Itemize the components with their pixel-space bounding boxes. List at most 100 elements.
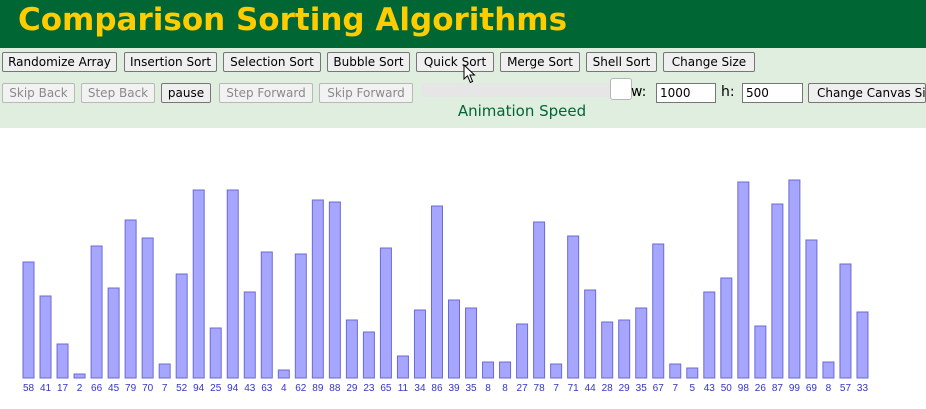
bar xyxy=(788,179,801,379)
bar xyxy=(22,261,35,379)
bar-value-label: 57 xyxy=(840,383,852,394)
bar-value-label: 70 xyxy=(142,383,154,394)
bar-value-label: 63 xyxy=(261,383,273,394)
bar-value-label: 5 xyxy=(689,383,695,394)
bar xyxy=(209,327,222,379)
bar xyxy=(839,263,852,379)
bar-value-label: 50 xyxy=(721,383,733,394)
bar-value-label: 58 xyxy=(23,383,35,394)
bar-value-label: 8 xyxy=(485,383,491,394)
bar-value-label: 66 xyxy=(91,383,103,394)
bar-value-label: 88 xyxy=(329,383,341,394)
merge-sort-button[interactable]: Merge Sort xyxy=(500,52,580,72)
bar-value-label: 89 xyxy=(312,383,324,394)
bar xyxy=(601,321,614,379)
bar xyxy=(448,299,460,379)
bar-value-label: 8 xyxy=(826,383,832,394)
bar-value-label: 7 xyxy=(553,383,559,394)
bar-value-label: 98 xyxy=(738,383,750,394)
bar-value-label: 34 xyxy=(414,383,426,394)
bar xyxy=(56,343,69,379)
canvas-width-input[interactable] xyxy=(656,83,716,103)
bar-value-label: 52 xyxy=(176,383,188,394)
bar xyxy=(703,291,716,379)
bar xyxy=(516,323,529,379)
bar xyxy=(720,277,733,379)
bar-value-label: 67 xyxy=(653,383,665,394)
bar-value-label: 94 xyxy=(193,383,205,394)
bar xyxy=(550,363,563,379)
bar xyxy=(175,273,188,379)
bar xyxy=(124,219,137,379)
bar-value-label: 17 xyxy=(57,383,69,394)
bar xyxy=(379,247,392,379)
bar-value-label: 27 xyxy=(517,383,529,394)
bar xyxy=(362,331,375,379)
bar-value-label: 11 xyxy=(398,383,409,394)
bar xyxy=(754,325,767,379)
bar-value-label: 79 xyxy=(125,383,137,394)
step-back-button[interactable]: Step Back xyxy=(81,83,155,103)
bar-value-label: 62 xyxy=(295,383,307,394)
bar-value-label: 39 xyxy=(448,383,460,394)
sorting-bar-chart: 58 41 17 2 66 45 79 70 7 52 94 25 94 43 63 4 62 89 88 29 23 6… xyxy=(22,179,869,394)
change-canvas-size-button[interactable]: Change Canvas Size xyxy=(808,83,926,103)
bar xyxy=(141,237,154,379)
bar xyxy=(243,291,256,379)
bar xyxy=(669,363,682,379)
bar-value-label: 35 xyxy=(465,383,477,394)
shell-sort-button[interactable]: Shell Sort xyxy=(586,52,657,72)
bar-value-label: 41 xyxy=(40,383,52,394)
bar-value-label: 8 xyxy=(502,383,508,394)
animation-speed-slider-thumb[interactable] xyxy=(610,78,632,100)
bar xyxy=(856,311,869,379)
animation-speed-slider[interactable] xyxy=(422,83,610,97)
bar-value-label: 69 xyxy=(806,383,818,394)
bar xyxy=(107,287,120,379)
bar xyxy=(39,295,52,379)
change-size-button[interactable]: Change Size xyxy=(663,52,755,72)
bar-value-label: 65 xyxy=(380,383,392,394)
bar xyxy=(277,369,290,379)
bar xyxy=(652,243,665,379)
canvas-height-label: h: xyxy=(721,84,735,100)
bar-value-label: 2 xyxy=(77,383,83,394)
bar xyxy=(567,235,580,379)
bar-value-label: 94 xyxy=(227,383,239,394)
step-forward-button[interactable]: Step Forward xyxy=(219,83,313,103)
bar-value-label: 33 xyxy=(857,383,869,394)
skip-forward-button[interactable]: Skip Forward xyxy=(319,83,413,103)
bar xyxy=(686,367,699,379)
bar xyxy=(345,319,358,379)
bar xyxy=(226,189,239,379)
mouse-pointer-icon xyxy=(463,64,476,84)
bar xyxy=(294,253,307,379)
bar-value-label: 86 xyxy=(431,383,443,394)
pause-button[interactable]: pause xyxy=(161,83,211,103)
bar-value-label: 78 xyxy=(534,383,546,394)
bar xyxy=(192,189,205,379)
bar xyxy=(73,373,86,379)
bar-value-label: 29 xyxy=(346,383,358,394)
bar xyxy=(822,361,835,379)
bar xyxy=(737,181,750,379)
insertion-sort-button[interactable]: Insertion Sort xyxy=(124,52,217,72)
canvas-height-input[interactable] xyxy=(742,83,803,103)
skip-back-button[interactable]: Skip Back xyxy=(2,83,75,103)
bar xyxy=(618,319,631,379)
randomize-array-button[interactable]: Randomize Array xyxy=(2,52,117,72)
bar xyxy=(465,307,478,379)
bar-value-label: 71 xyxy=(568,383,580,394)
bubble-sort-button[interactable]: Bubble Sort xyxy=(327,52,410,72)
bar xyxy=(90,245,103,379)
bar-value-label: 7 xyxy=(672,383,678,394)
animation-speed-label: Animation Speed xyxy=(457,102,587,120)
bar-value-label: 99 xyxy=(789,383,801,394)
quick-sort-button[interactable]: Quick Sort xyxy=(416,52,494,72)
bar xyxy=(328,201,341,379)
selection-sort-button[interactable]: Selection Sort xyxy=(223,52,321,72)
bar xyxy=(158,363,171,379)
bar xyxy=(635,307,648,379)
bar-value-label: 43 xyxy=(244,383,256,394)
bar xyxy=(260,251,273,379)
